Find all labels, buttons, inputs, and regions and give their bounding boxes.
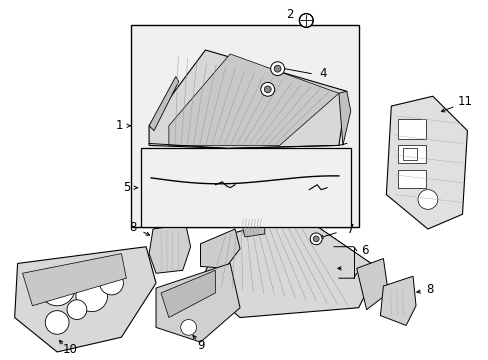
- Text: 4: 4: [319, 67, 326, 80]
- Bar: [301, 15, 310, 26]
- Circle shape: [270, 62, 284, 76]
- Polygon shape: [168, 54, 338, 145]
- Bar: [397, 119, 425, 139]
- Polygon shape: [200, 229, 240, 268]
- Polygon shape: [156, 264, 240, 342]
- Polygon shape: [15, 247, 156, 352]
- Polygon shape: [356, 258, 387, 310]
- Bar: [131, 26, 358, 227]
- Text: 7: 7: [346, 222, 354, 235]
- Text: 11: 11: [457, 95, 471, 108]
- Circle shape: [100, 271, 123, 295]
- Text: 8: 8: [129, 221, 136, 234]
- Polygon shape: [380, 276, 415, 325]
- Bar: [397, 170, 425, 188]
- Text: 5: 5: [122, 181, 130, 194]
- Circle shape: [417, 190, 437, 209]
- Circle shape: [299, 14, 313, 27]
- Circle shape: [309, 233, 322, 245]
- Text: 3: 3: [244, 132, 251, 145]
- Polygon shape: [22, 253, 126, 306]
- Bar: [402, 148, 416, 160]
- Text: 6: 6: [360, 244, 367, 257]
- Polygon shape: [161, 270, 215, 318]
- Circle shape: [313, 236, 319, 242]
- Polygon shape: [386, 96, 467, 229]
- Text: 2: 2: [285, 8, 293, 21]
- Bar: [141, 148, 350, 227]
- Polygon shape: [200, 214, 378, 318]
- Bar: [397, 145, 425, 163]
- Circle shape: [45, 311, 69, 334]
- Circle shape: [264, 86, 271, 93]
- Polygon shape: [149, 224, 190, 273]
- Polygon shape: [338, 91, 350, 145]
- Polygon shape: [240, 214, 264, 237]
- Circle shape: [67, 300, 87, 320]
- Circle shape: [76, 280, 107, 312]
- Text: 10: 10: [62, 342, 77, 356]
- Circle shape: [260, 82, 274, 96]
- Circle shape: [39, 270, 75, 306]
- Text: 8: 8: [425, 283, 432, 297]
- Text: 9: 9: [196, 338, 204, 352]
- Circle shape: [274, 65, 281, 72]
- Polygon shape: [149, 50, 346, 148]
- Circle shape: [181, 320, 196, 335]
- Text: 1: 1: [116, 119, 123, 132]
- Polygon shape: [149, 77, 179, 131]
